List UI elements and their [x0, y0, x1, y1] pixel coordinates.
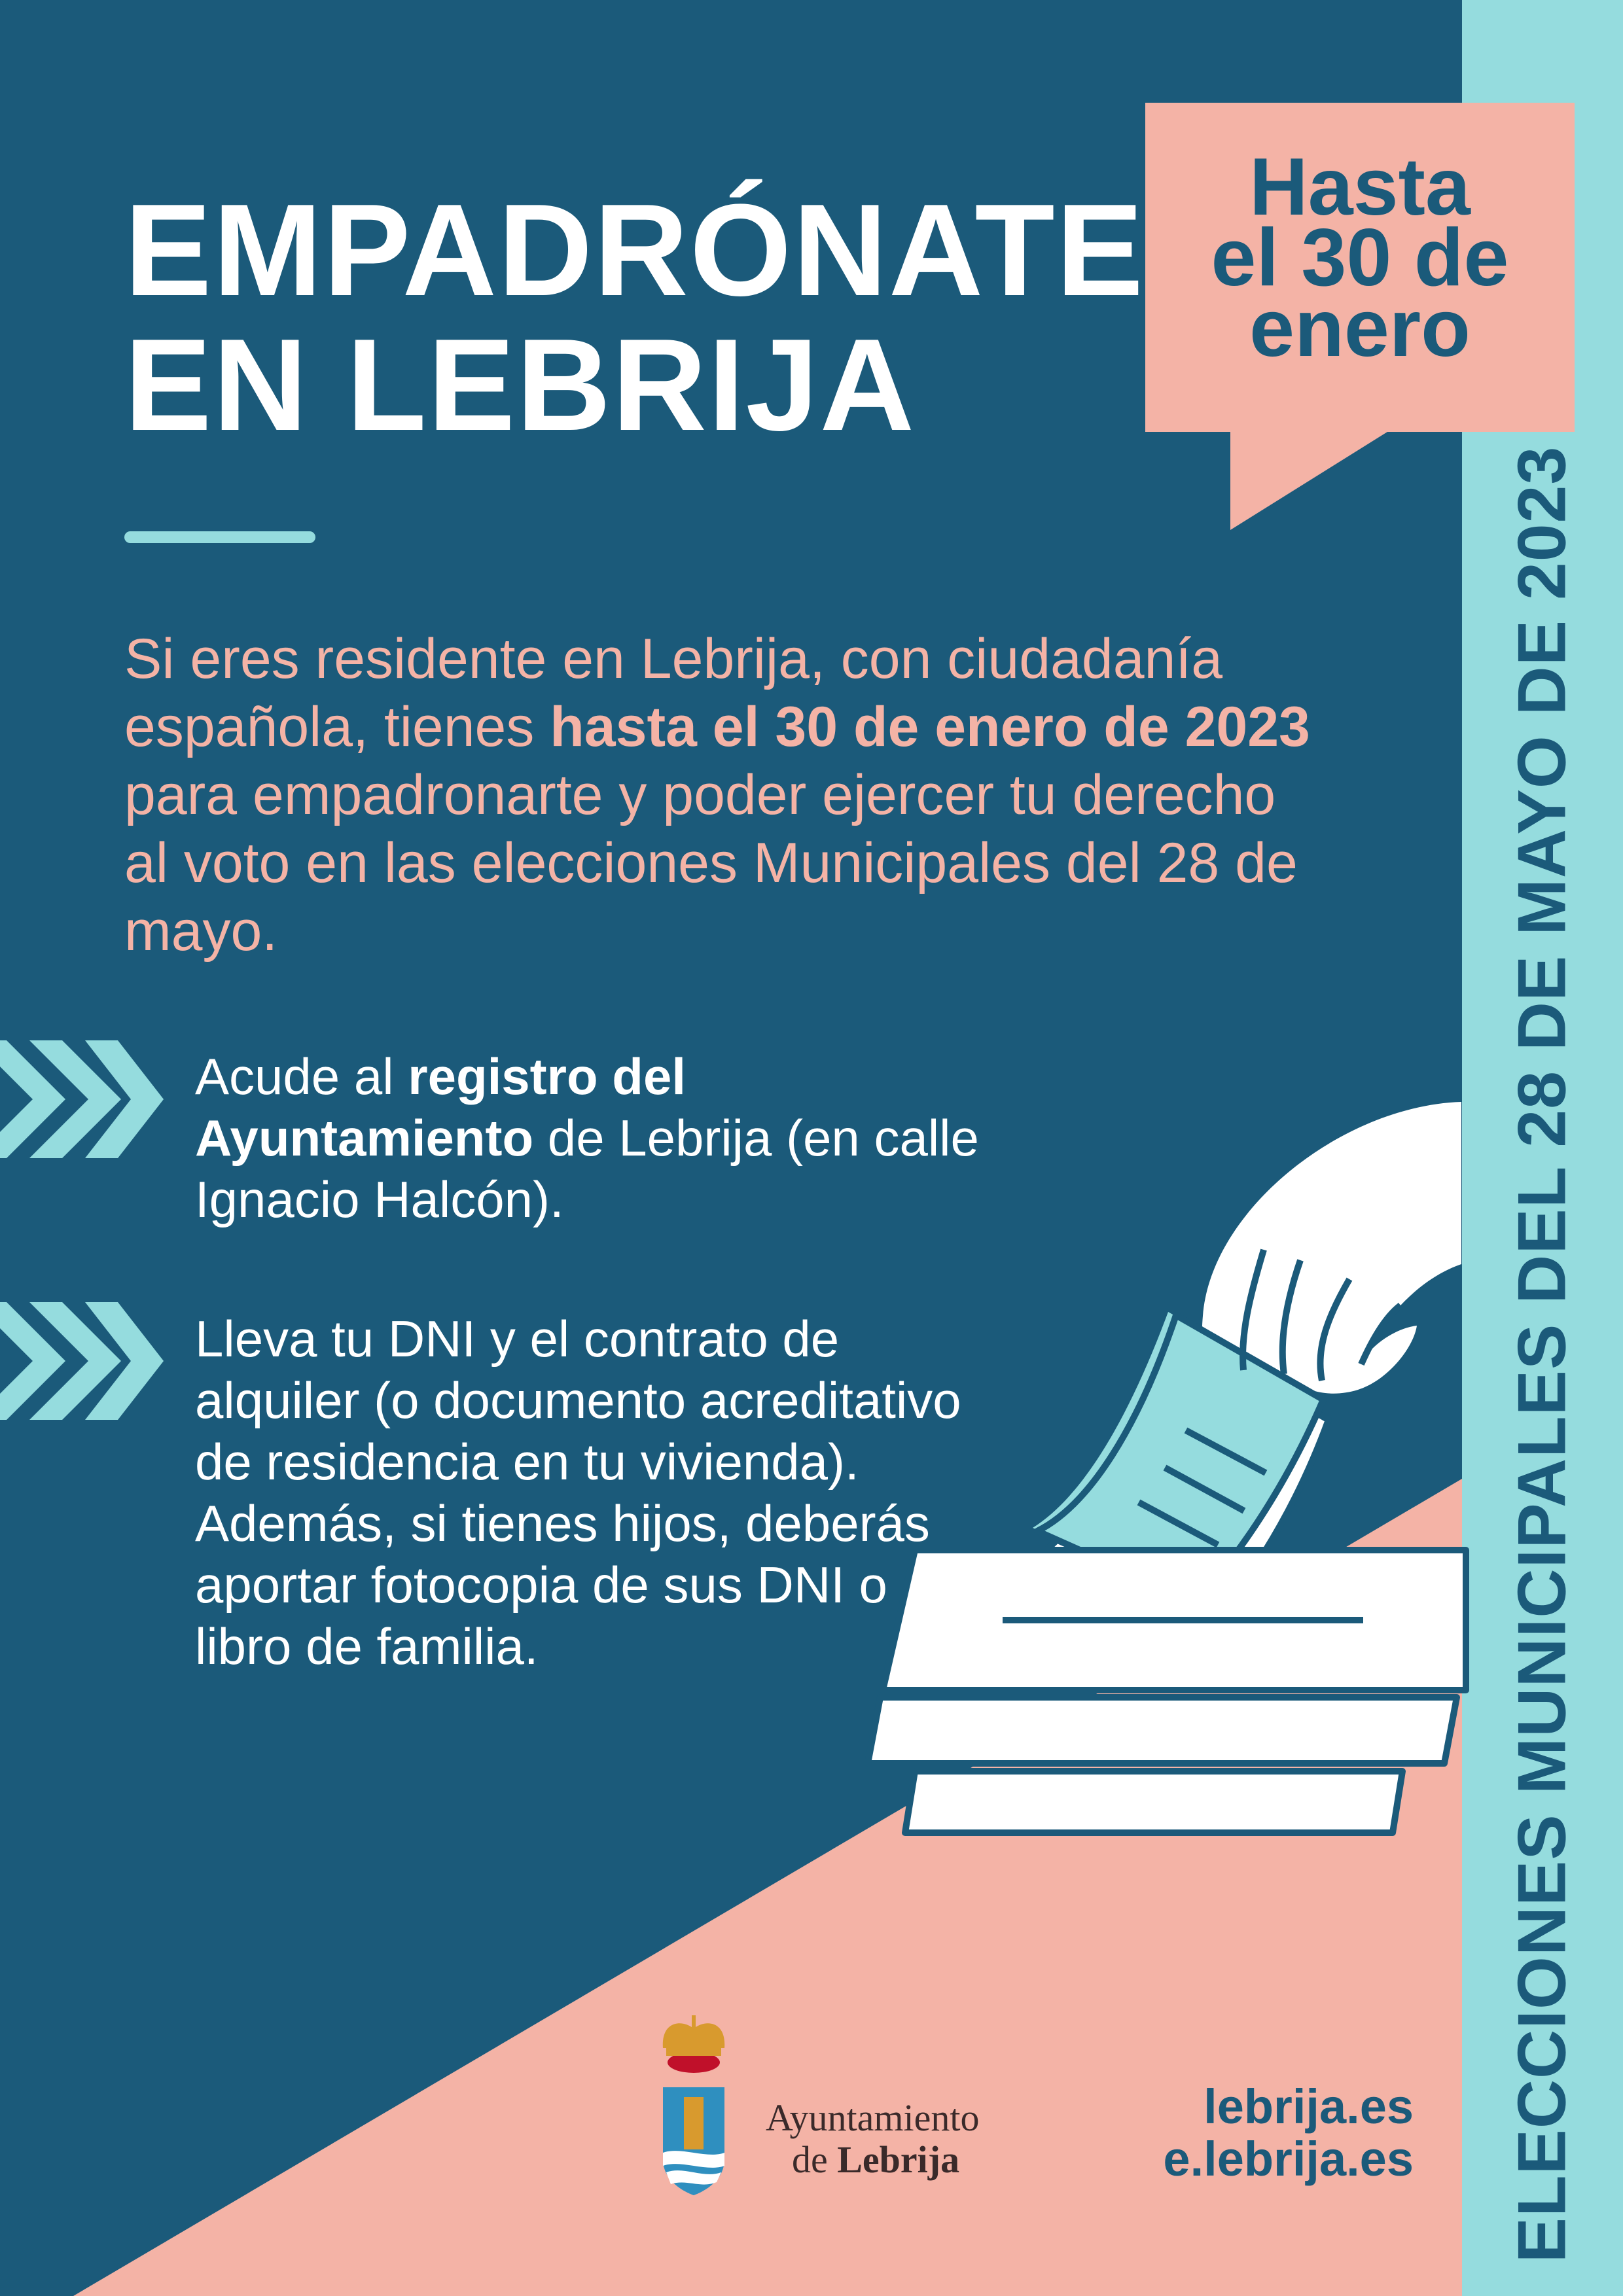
link-e-lebrija[interactable]: e.lebrija.es: [1163, 2132, 1414, 2186]
bullet-registro: Acude al registro del Ayuntamiento de Le…: [195, 1048, 979, 1228]
website-links: lebrija.es e.lebrija.es: [1163, 2081, 1414, 2185]
title-underline: [124, 531, 315, 543]
ballot-box-illustration: [865, 1102, 1469, 1836]
page-title: EMPADRÓNATE EN LEBRIJA: [124, 177, 1145, 458]
ayuntamiento-logo-text: Ayuntamiento de Lebrija: [766, 2096, 980, 2181]
deadline-callout: Hasta el 30 de enero: [1145, 142, 1575, 374]
callout-line: enero: [1249, 283, 1471, 374]
side-banner-text: ELECCIONES MUNICIPALES DEL 28 DE MAYO DE…: [1504, 446, 1580, 2263]
speech-bubble: [1145, 103, 1575, 530]
bullet-documentos: Lleva tu DNI y el contrato de alquiler (…: [195, 1310, 961, 1675]
hand-arm-icon: [1202, 1102, 1461, 1422]
link-lebrija[interactable]: lebrija.es: [1204, 2079, 1414, 2134]
chevrons-icon-1: [0, 1040, 164, 1158]
chevrons-icon-2: [0, 1302, 164, 1420]
callout-line: el 30 de: [1211, 213, 1509, 303]
callout-line: Hasta: [1249, 142, 1471, 232]
ayuntamiento-coat-of-arms-logo: [662, 2015, 725, 2195]
intro-paragraph: Si eres residente en Lebrija, con ciudad…: [124, 627, 1310, 963]
